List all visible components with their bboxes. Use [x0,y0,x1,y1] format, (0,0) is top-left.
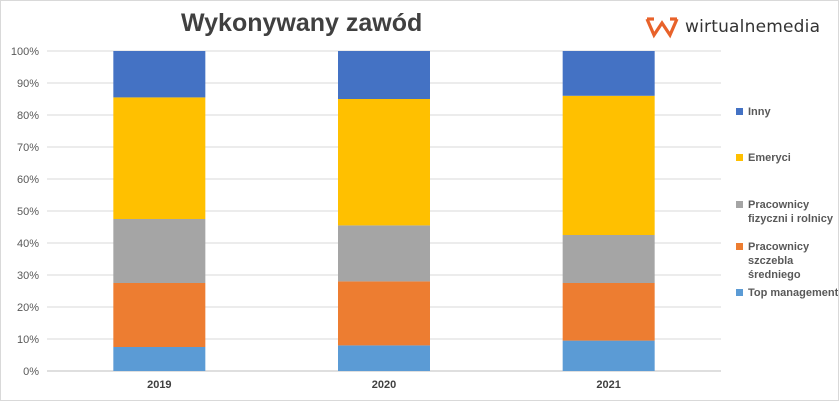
legend-swatch [736,289,743,296]
x-category-label: 2019 [147,379,171,391]
bar-segment [562,95,655,235]
brand-logo: wirtualnemedia [645,15,820,39]
legend-swatch [736,201,743,208]
brand-name: wirtualnemedia [685,17,821,37]
bar-segment [113,347,206,371]
bar-segment [562,340,655,371]
legend-label: Pracownicy szczebla średniego [748,241,810,281]
bar-segment [338,225,430,282]
legend-label: Top management [748,287,838,299]
y-tick-label: 90% [17,78,39,90]
bar-segment [562,283,655,341]
legend-label: Emeryci [748,152,791,164]
y-tick-label: 70% [17,142,39,154]
y-tick-label: 80% [17,110,39,122]
y-tick-label: 30% [17,270,39,282]
legend-swatch [736,243,743,250]
legend-label: Pracownicy fizyczni i rolnicy [748,199,834,225]
bar-segment [562,235,655,283]
legend-swatch [736,154,743,161]
y-tick-label: 40% [17,238,39,250]
y-tick-label: 100% [11,46,39,58]
y-tick-label: 50% [17,206,39,218]
y-tick-label: 10% [17,334,39,346]
bar-segment [338,345,430,371]
bar-segment [113,283,206,347]
wm-logo-icon [645,17,679,39]
y-tick-label: 0% [23,366,39,378]
bar-segment [113,219,206,283]
x-category-label: 2021 [596,379,620,391]
x-category-label: 2020 [372,379,396,391]
legend-swatch [736,108,743,115]
bar-segment [562,51,655,96]
bar-segment [338,281,430,346]
bar-segment [113,51,206,98]
y-tick-label: 20% [17,302,39,314]
bar-segment [338,51,430,99]
bar-segment [338,99,430,226]
chart-title: Wykonywany zawód [181,9,423,37]
y-tick-label: 60% [17,174,39,186]
legend-label: Inny [748,106,771,118]
bar-segment [113,97,206,219]
